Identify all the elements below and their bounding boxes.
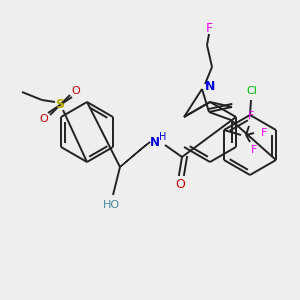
Polygon shape [120,142,150,167]
Text: N: N [205,80,215,92]
Text: S: S [56,98,64,112]
Text: F: F [261,128,267,138]
Text: F: F [248,111,254,121]
Text: HO: HO [102,200,120,210]
Text: Cl: Cl [247,86,257,96]
Text: N: N [150,136,160,149]
Text: F: F [251,145,257,155]
Text: F: F [206,22,213,35]
Text: O: O [40,114,48,124]
Text: O: O [175,178,185,191]
Text: H: H [159,132,167,142]
Text: O: O [72,86,80,96]
